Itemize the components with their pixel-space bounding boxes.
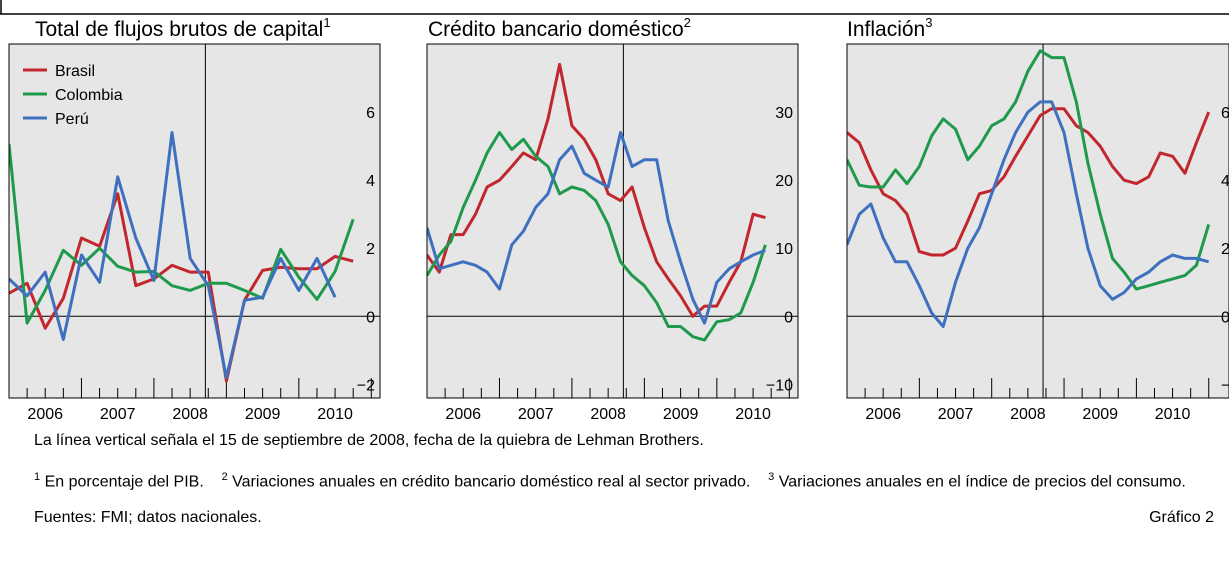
plot-background: [847, 44, 1229, 398]
x-tick-label: 2008: [590, 406, 626, 420]
x-tick-label: 2006: [27, 406, 63, 420]
y-tick-label: 0: [1221, 309, 1229, 326]
series-line: [847, 100, 1210, 328]
series-group: [847, 49, 1211, 328]
title-note: 1: [323, 15, 330, 30]
title-note: 3: [925, 15, 932, 30]
y-tick-label: 2: [366, 241, 375, 258]
chart-title: Total de flujos brutos de capital1: [35, 15, 331, 41]
series-line: [847, 107, 1211, 257]
series-group: [427, 62, 767, 342]
panel: Total de flujos brutos de capital1 −2 0 2 4 6…: [8, 15, 381, 420]
y-tick-label: 10: [775, 241, 793, 258]
x-tick-label: 2007: [938, 406, 974, 420]
series-group: [9, 131, 355, 383]
y-tick-label: 0: [366, 309, 375, 326]
plot-border: [426, 43, 799, 399]
y-tick-label: 4: [366, 173, 375, 190]
series-line: [847, 49, 1211, 291]
footnote-mark: 2: [221, 471, 228, 483]
footnote-mark: 1: [34, 471, 41, 483]
x-tick-label: 2009: [663, 406, 699, 420]
plot-background: [9, 44, 380, 398]
notes: La línea vertical señala el 15 de septie…: [34, 428, 1224, 531]
legend-label: Colombia: [55, 87, 123, 104]
x-tick-label: 2010: [1155, 406, 1191, 420]
plot-border: [846, 43, 1229, 399]
x-tick-label: 2006: [865, 406, 901, 420]
series-line: [9, 192, 354, 383]
x-tick-label: 2006: [445, 406, 481, 420]
x-tick-label: 2009: [1082, 406, 1118, 420]
y-tick-label: −2: [1221, 377, 1229, 394]
source-row: Fuentes: FMI; datos nacionales. Gráfico …: [34, 505, 1214, 531]
x-tick-label: 2010: [735, 406, 771, 420]
y-tick-label: 20: [775, 173, 793, 190]
title-note: 2: [684, 15, 691, 30]
figure-number: Gráfico 2: [1149, 509, 1214, 527]
series-line: [427, 131, 767, 342]
x-tick-label: 2008: [1010, 406, 1046, 420]
y-tick-label: 6: [366, 105, 375, 122]
plot-background: [427, 44, 798, 398]
y-tick-label: 0: [784, 309, 793, 326]
vline-note: La línea vertical señala el 15 de septie…: [34, 432, 704, 449]
legend-label: Brasil: [55, 63, 95, 80]
y-tick-label: −10: [766, 377, 793, 394]
footnotes: 1 En porcentaje del PIB. 2 Variaciones a…: [34, 464, 1224, 495]
footnote-text: En porcentaje del PIB.: [44, 473, 204, 491]
legend-label: Perú: [55, 111, 89, 128]
x-tick-label: 2007: [100, 406, 136, 420]
y-tick-label: 2: [1221, 241, 1229, 258]
title-text: Total de flujos brutos de capital: [35, 18, 323, 41]
footnote-text: Variaciones anuales en crédito bancario …: [232, 473, 751, 491]
source: Fuentes: FMI; datos nacionales.: [34, 509, 262, 527]
chart-title: Crédito bancario doméstico2: [428, 15, 691, 41]
y-tick-label: 30: [775, 105, 793, 122]
panel: Inflación3 −2 0 2 4 6 2006 2007 2008 2009 2010: [846, 15, 1229, 420]
series-line: [427, 131, 766, 325]
panel: Crédito bancario doméstico2 −10 0 10 20 30 200…: [426, 15, 799, 420]
chart-title: Inflación3: [847, 15, 932, 41]
x-tick-label: 2009: [245, 406, 281, 420]
x-tick-label: 2008: [172, 406, 208, 420]
x-tick-label: 2007: [518, 406, 554, 420]
title-text: Crédito bancario doméstico: [428, 18, 684, 41]
y-tick-label: 6: [1221, 105, 1229, 122]
footnote-text: Variaciones anuales en el índice de prec…: [778, 473, 1186, 491]
x-tick-label: 2010: [317, 406, 353, 420]
y-tick-label: −2: [357, 377, 375, 394]
series-line: [9, 143, 355, 325]
plot-border: [8, 43, 381, 399]
title-text: Inflación: [847, 18, 925, 41]
footnote-mark: 3: [768, 471, 775, 483]
y-tick-label: 4: [1221, 173, 1229, 190]
series-line: [9, 131, 337, 380]
charts: Total de flujos brutos de capital1 −2 0 2 4 6…: [0, 0, 1229, 420]
